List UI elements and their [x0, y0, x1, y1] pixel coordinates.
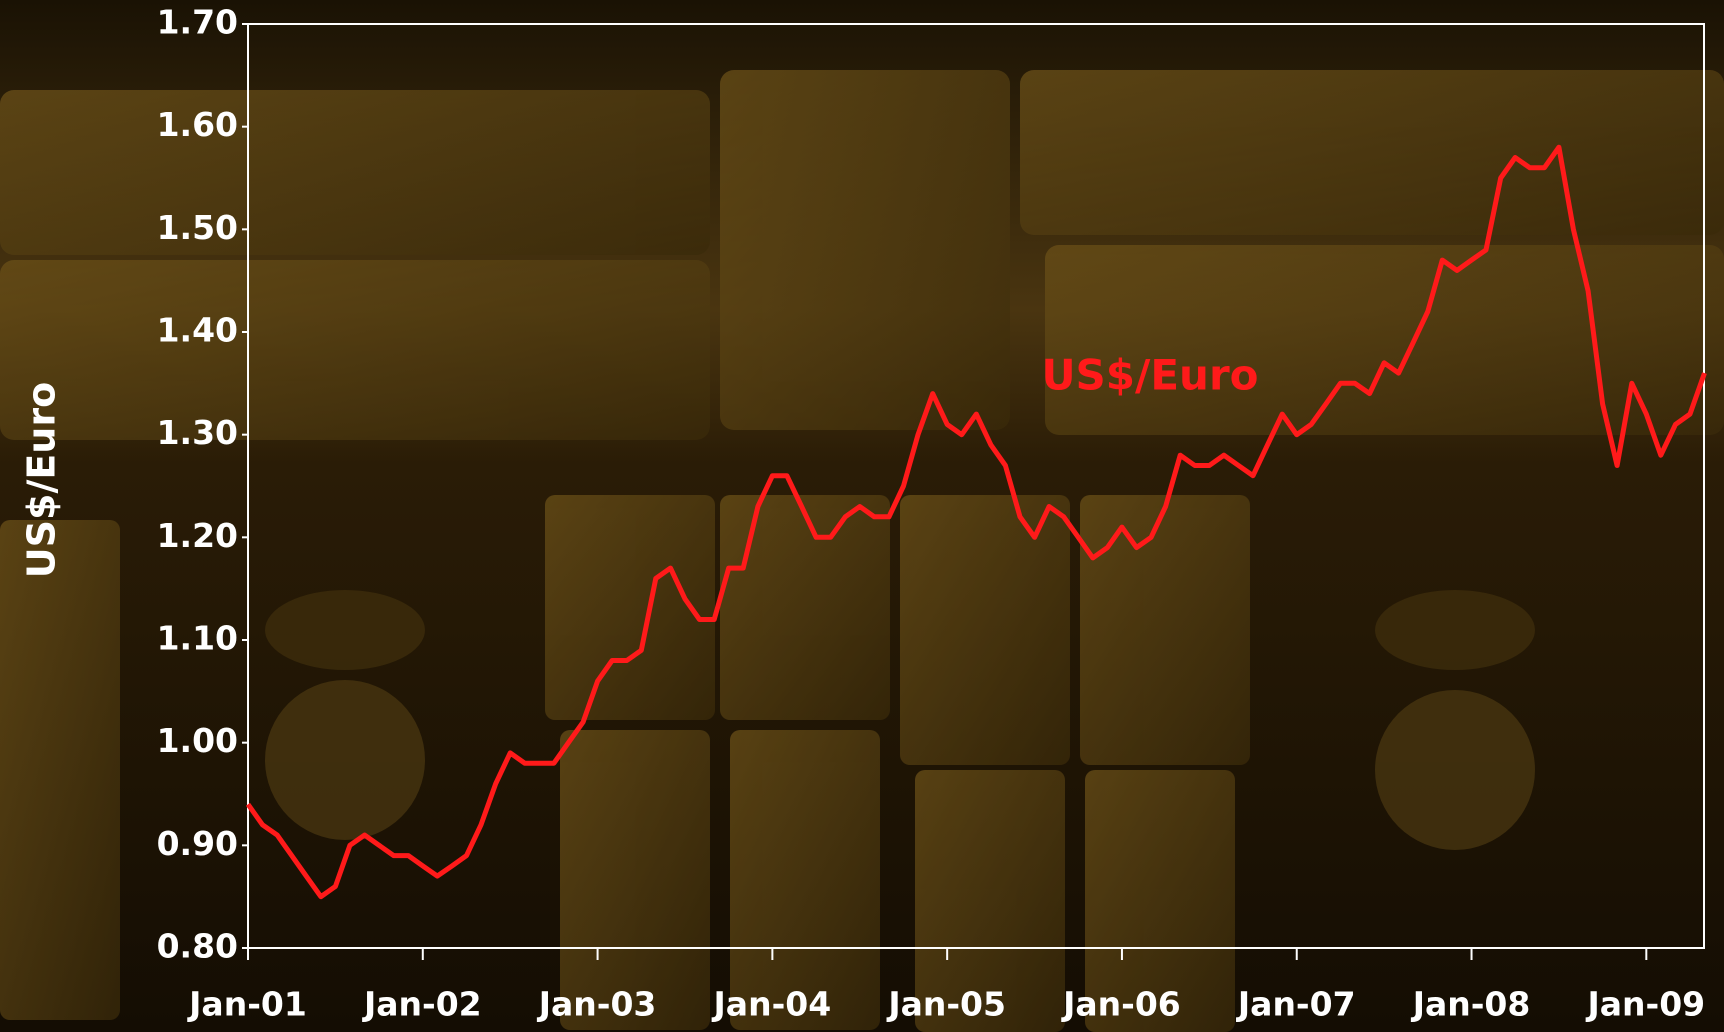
y-tick-label: 1.10	[157, 619, 238, 658]
x-tick-label: Jan-09	[1585, 985, 1705, 1024]
x-tick-label: Jan-04	[712, 985, 832, 1024]
annotation: US$/Euro	[1041, 351, 1258, 400]
y-tick-label: 1.30	[157, 413, 238, 452]
x-tick-label: Jan-01	[187, 985, 307, 1024]
x-tick-label: Jan-07	[1236, 985, 1356, 1024]
y-tick-label: 1.70	[157, 3, 238, 42]
y-tick-label: 1.60	[157, 105, 238, 144]
y-tick-label: 0.80	[157, 927, 238, 966]
y-tick-label: 1.00	[157, 721, 238, 760]
y-tick-label: 1.50	[157, 208, 238, 247]
plot-frame	[247, 23, 1705, 949]
y-axis-label: US$/Euro	[20, 382, 64, 578]
x-tick-label: Jan-03	[537, 985, 657, 1024]
y-tick-label: 1.40	[157, 311, 238, 350]
x-tick-label: Jan-05	[886, 985, 1006, 1024]
data-line	[245, 144, 1707, 900]
x-tick-label: Jan-02	[362, 985, 482, 1024]
x-tick-label: Jan-06	[1061, 985, 1181, 1024]
y-tick-label: 1.20	[157, 516, 238, 555]
x-tick-label: Jan-08	[1411, 985, 1531, 1024]
gold-bars-backdrop	[0, 70, 1724, 1032]
y-tick-label: 0.90	[157, 824, 238, 863]
